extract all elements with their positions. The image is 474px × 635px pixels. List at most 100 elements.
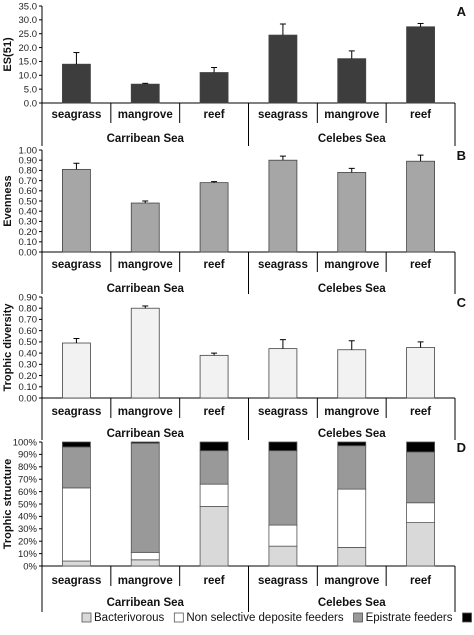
stacked-bar-segment xyxy=(268,545,298,567)
y-tick-label: 35.0 xyxy=(19,1,38,12)
bar xyxy=(268,34,298,104)
stacked-bar-segment xyxy=(62,446,91,489)
y-tick-label: 0.40 xyxy=(19,348,38,359)
group-label: Celebes Sea xyxy=(318,428,386,440)
bar xyxy=(199,354,229,399)
y-tick-label: 20.0 xyxy=(19,43,38,54)
bar xyxy=(406,160,435,253)
y-tick-label: 0.50 xyxy=(19,337,38,348)
bar xyxy=(337,58,367,104)
stacked-bar-segment xyxy=(199,483,229,507)
category-label: mangrove xyxy=(118,575,173,587)
bar xyxy=(406,347,435,399)
y-tick-label: 0.60 xyxy=(19,326,38,337)
group-label: Carribean Sea xyxy=(107,428,185,440)
bar xyxy=(337,349,367,399)
category-label: reef xyxy=(410,406,431,418)
y-tick-label: 0.10 xyxy=(19,382,38,393)
legend-label: Epistrate feeders xyxy=(366,612,453,624)
category-label: seagrass xyxy=(51,406,101,418)
stacked-bar-segment xyxy=(199,450,229,485)
y-axis-label: ES(51) xyxy=(2,37,14,72)
y-tick-label: 15.0 xyxy=(19,57,38,68)
y-tick-label: 10% xyxy=(18,549,38,560)
bar xyxy=(130,202,160,253)
panel-label: A xyxy=(457,4,467,19)
y-tick-label: 1.00 xyxy=(19,145,38,156)
y-tick-label: 0.40 xyxy=(19,207,38,218)
legend-swatch xyxy=(81,612,92,623)
y-tick-label: 10.0 xyxy=(19,71,38,82)
y-tick-label: 0.20 xyxy=(19,371,38,382)
y-tick-label: 90% xyxy=(18,450,38,461)
stacked-bar-segment xyxy=(406,441,435,453)
y-tick-label: 0.50 xyxy=(19,196,38,207)
y-tick-label: 30.0 xyxy=(19,15,38,26)
y-tick-label: 20% xyxy=(18,537,38,548)
y-tick-label: 0.20 xyxy=(19,227,38,238)
y-tick-label: 0.0 xyxy=(24,98,37,109)
stacked-bar-segment xyxy=(406,502,435,524)
y-axis-label: Trophic structure xyxy=(2,459,14,549)
stacked-bar-segment xyxy=(337,547,367,567)
category-label: seagrass xyxy=(258,406,308,418)
bar xyxy=(337,172,367,253)
bar xyxy=(268,348,298,399)
category-label: reef xyxy=(410,575,431,587)
stacked-bar-segment xyxy=(130,442,160,553)
stacked-bar-segment xyxy=(337,488,367,548)
stacked-bar-segment xyxy=(268,450,298,526)
y-tick-label: 0.60 xyxy=(19,186,38,197)
category-label: reef xyxy=(410,109,431,121)
category-label: reef xyxy=(204,109,225,121)
bar xyxy=(130,307,160,399)
y-tick-label: 50% xyxy=(18,499,38,510)
category-label: reef xyxy=(204,259,225,271)
category-label: reef xyxy=(410,259,431,271)
stacked-bar-segment xyxy=(406,451,435,504)
bar xyxy=(62,168,91,253)
panel-c: 0.000.100.200.300.400.500.600.700.800.90… xyxy=(2,292,467,440)
stacked-bar-segment xyxy=(130,559,160,567)
bar xyxy=(406,26,435,104)
y-tick-label: 0.30 xyxy=(19,360,38,371)
y-tick-label: 0.80 xyxy=(19,166,38,177)
y-tick-label: 80% xyxy=(18,462,38,473)
y-axis-label: Trophic diversity xyxy=(2,303,14,392)
y-tick-label: 0.00 xyxy=(19,247,38,258)
y-tick-label: 0.30 xyxy=(19,217,38,228)
y-tick-label: 60% xyxy=(18,487,38,498)
category-label: mangrove xyxy=(118,109,173,121)
bar xyxy=(199,72,229,104)
panel-label: C xyxy=(457,295,467,310)
group-label: Celebes Sea xyxy=(318,133,386,145)
stacked-bar-segment xyxy=(268,441,298,452)
y-tick-label: 5.0 xyxy=(24,84,37,95)
stacked-bar-segment xyxy=(62,441,91,448)
stacked-bar-segment xyxy=(62,487,91,562)
category-label: mangrove xyxy=(118,259,173,271)
category-label: reef xyxy=(204,575,225,587)
category-label: mangrove xyxy=(324,406,379,418)
group-label: Carribean Sea xyxy=(107,283,185,295)
legend: Bacterivorous Non selective deposite feed… xyxy=(81,612,472,624)
legend-swatch xyxy=(173,612,184,623)
group-label: Celebes Sea xyxy=(318,283,386,295)
y-tick-label: 0% xyxy=(23,561,37,572)
panel-a: 0.0 5.0 10.0 15.0 20.0 25.0 30.0 35.0 ES(51) Asea… xyxy=(2,1,467,146)
y-tick-label: 0.10 xyxy=(19,237,38,248)
panel-label: B xyxy=(457,148,466,163)
panel-d: 0%10%20% 30%40% 50%60%70% 80%90% 100% Trophic… xyxy=(2,437,472,624)
stacked-bar-segment xyxy=(62,560,91,567)
y-tick-label: 70% xyxy=(18,475,38,486)
category-label: mangrove xyxy=(324,109,379,121)
y-tick-label: 25.0 xyxy=(19,29,38,40)
y-tick-label: 40% xyxy=(18,512,38,523)
stacked-bar-segment xyxy=(199,506,229,567)
y-tick-label: 30% xyxy=(18,524,38,535)
legend-swatch xyxy=(462,612,472,623)
group-label: Carribean Sea xyxy=(107,597,185,609)
category-label: mangrove xyxy=(118,406,173,418)
